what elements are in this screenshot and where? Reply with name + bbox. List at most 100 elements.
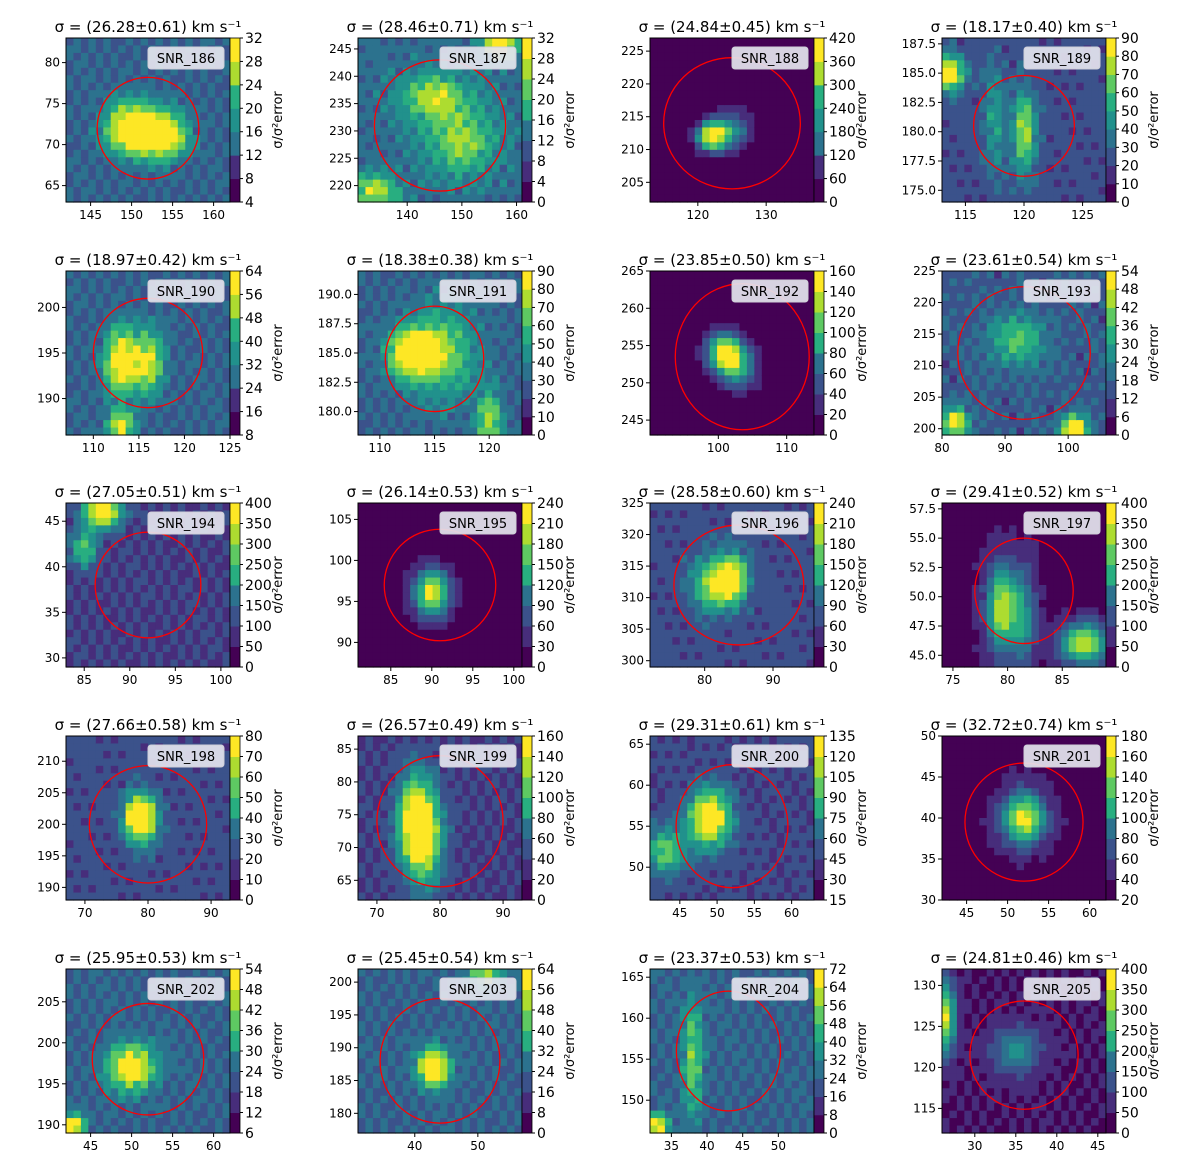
heatmap-cell xyxy=(949,412,958,421)
heatmap-cell xyxy=(222,194,231,203)
heatmap-cell xyxy=(694,382,703,391)
heatmap-cell xyxy=(499,179,508,188)
heatmap-cell xyxy=(118,45,127,54)
colorbar-tick-label: 90 xyxy=(1121,31,1139,47)
heatmap-cell xyxy=(192,412,201,421)
heatmap-cell xyxy=(694,60,703,69)
heatmap-cell xyxy=(1038,82,1047,91)
heatmap-cell xyxy=(1098,315,1107,324)
heatmap-cell xyxy=(964,345,973,354)
heatmap-cell xyxy=(118,644,127,653)
heatmap-cell xyxy=(469,127,478,136)
heatmap-cell xyxy=(732,172,741,181)
heatmap-cell xyxy=(447,427,456,436)
heatmap-cell xyxy=(650,345,659,354)
heatmap-cell xyxy=(440,97,449,106)
heatmap-cell xyxy=(447,82,456,91)
heatmap-cell xyxy=(118,157,127,166)
heatmap-cell xyxy=(222,532,231,541)
heatmap-cell xyxy=(432,323,441,332)
heatmap-cell xyxy=(80,405,89,414)
heatmap-cell xyxy=(80,420,89,429)
heatmap-cell xyxy=(66,38,75,47)
heatmap-cell xyxy=(514,112,523,121)
heatmap-cell xyxy=(358,353,367,362)
heatmap-cell xyxy=(709,75,718,84)
heatmap-cell xyxy=(155,353,164,362)
heatmap-cell xyxy=(769,134,778,143)
heatmap-cell xyxy=(432,134,441,143)
heatmap-cell xyxy=(761,375,770,384)
colorbar-segment xyxy=(1106,380,1116,400)
heatmap-cell xyxy=(949,60,958,69)
heatmap-cell xyxy=(994,75,1003,84)
colorbar-segment xyxy=(1106,362,1116,381)
heatmap-cell xyxy=(986,367,995,376)
heatmap-cell xyxy=(462,67,471,76)
heatmap-cell xyxy=(949,134,958,143)
heatmap-cell xyxy=(514,345,523,354)
colorbar-segment xyxy=(230,411,240,436)
heatmap-cell xyxy=(125,308,134,317)
heatmap-cell xyxy=(387,187,396,196)
heatmap-cell xyxy=(739,134,748,143)
heatmap-cell xyxy=(1053,164,1062,173)
heatmap-cell xyxy=(110,585,119,594)
heatmap-cell xyxy=(66,345,75,354)
heatmap-cell xyxy=(462,375,471,384)
heatmap-cell xyxy=(469,82,478,91)
heatmap-cell xyxy=(454,194,463,203)
heatmap-cell xyxy=(110,427,119,436)
heatmap-cell xyxy=(454,330,463,339)
heatmap-cell xyxy=(477,82,486,91)
heatmap-cell xyxy=(469,271,478,280)
panel-title: σ = (26.14±0.53) km s⁻¹ xyxy=(347,483,534,501)
heatmap-cell xyxy=(1024,405,1033,414)
heatmap-cell xyxy=(133,570,142,579)
heatmap-cell xyxy=(380,105,389,114)
heatmap-cell xyxy=(207,149,216,158)
heatmap-cell xyxy=(395,390,404,399)
panel-title: σ = (24.84±0.45) km s⁻¹ xyxy=(639,18,826,36)
heatmap-cell xyxy=(1001,120,1010,129)
heatmap-cell xyxy=(1076,90,1085,99)
heatmap-cell xyxy=(657,405,666,414)
heatmap-cell xyxy=(1001,382,1010,391)
heatmap-cell xyxy=(949,82,958,91)
heatmap-cell xyxy=(1098,278,1107,287)
heatmap-cell xyxy=(1031,38,1040,47)
heatmap-cell xyxy=(177,382,186,391)
heatmap-cell xyxy=(372,540,381,549)
heatmap-cell xyxy=(1016,405,1025,414)
colorbar-tick-label: 300 xyxy=(829,78,856,94)
heatmap-cell xyxy=(507,397,516,406)
heatmap-cell xyxy=(73,562,82,571)
heatmap-cell xyxy=(956,300,965,309)
heatmap-cell xyxy=(971,164,980,173)
heatmap-cell xyxy=(499,172,508,181)
heatmap-cell xyxy=(358,120,367,129)
heatmap-cell xyxy=(454,127,463,136)
heatmap-cell xyxy=(118,592,127,601)
heatmap-cell xyxy=(986,90,995,99)
heatmap-cell xyxy=(469,172,478,181)
heatmap-cell xyxy=(125,142,134,151)
heatmap-cell xyxy=(791,360,800,369)
heatmap-cell xyxy=(358,271,367,280)
heatmap-cell xyxy=(148,652,157,661)
heatmap-cell xyxy=(650,427,659,436)
heatmap-cell xyxy=(88,599,97,608)
heatmap-cell xyxy=(162,271,171,280)
heatmap-cell xyxy=(1009,157,1018,166)
heatmap-cell xyxy=(942,330,951,339)
heatmap-cell xyxy=(380,547,389,556)
heatmap-cell xyxy=(133,194,142,203)
heatmap-cell xyxy=(964,60,973,69)
heatmap-cell xyxy=(1016,67,1025,76)
heatmap-cell xyxy=(776,134,785,143)
heatmap-cell xyxy=(358,179,367,188)
heatmap-cell xyxy=(358,187,367,196)
heatmap-cell xyxy=(672,90,681,99)
heatmap-cell xyxy=(739,397,748,406)
heatmap-cell xyxy=(687,38,696,47)
